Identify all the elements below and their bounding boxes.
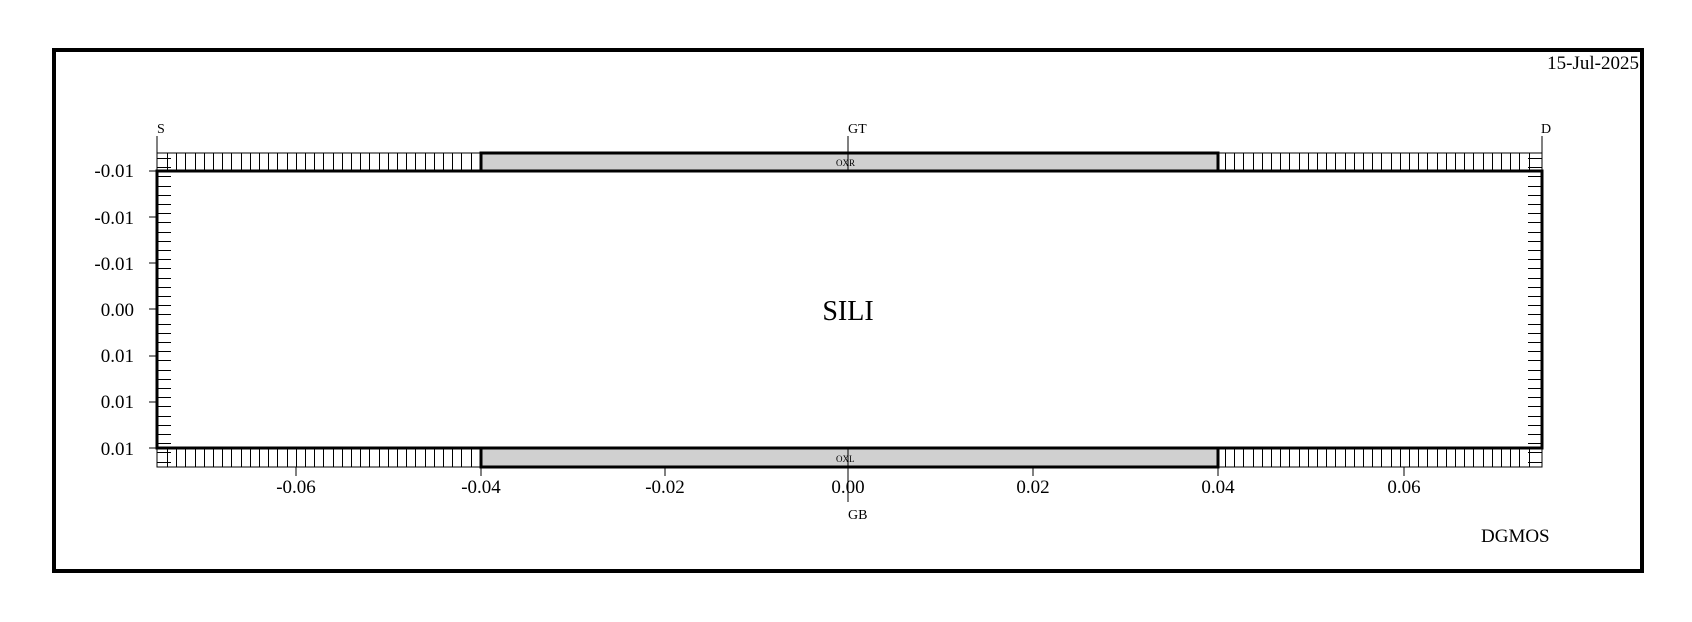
device-name-label: DGMOS bbox=[1481, 526, 1550, 547]
x-tick-label: 0.06 bbox=[1387, 477, 1420, 498]
y-tick-label: -0.01 bbox=[94, 208, 134, 229]
device-outline bbox=[156, 152, 1543, 468]
date-label: 15-Jul-2025 bbox=[1547, 53, 1639, 74]
drain-label: D bbox=[1541, 122, 1551, 137]
y-tick-label: 0.01 bbox=[101, 392, 134, 413]
y-tick-label: 0.00 bbox=[101, 300, 134, 321]
figure-frame bbox=[52, 48, 1644, 573]
y-tick-label: -0.01 bbox=[94, 254, 134, 275]
region-label: SILI bbox=[822, 296, 873, 327]
x-tick-label: -0.02 bbox=[645, 477, 685, 498]
x-axis-tick-labels: -0.06 -0.04 -0.02 0.00 0.02 0.04 0.06 bbox=[276, 477, 1420, 498]
y-axis-tick-labels: -0.01 -0.01 -0.01 0.00 0.01 0.01 0.01 bbox=[94, 161, 134, 460]
x-tick-label: 0.04 bbox=[1201, 477, 1235, 498]
y-tick-label: 0.01 bbox=[101, 346, 134, 367]
x-tick-label: -0.06 bbox=[276, 477, 316, 498]
oxide-bottom-label: OXL bbox=[836, 454, 855, 464]
x-tick-label: 0.02 bbox=[1016, 477, 1049, 498]
y-tick-label: 0.01 bbox=[101, 439, 134, 460]
source-label: S bbox=[157, 122, 165, 137]
y-tick-label: -0.01 bbox=[94, 161, 134, 182]
gate-bottom-label: GB bbox=[848, 508, 867, 523]
x-tick-label: 0.00 bbox=[831, 477, 864, 498]
oxide-top-label: OXR bbox=[836, 158, 855, 168]
x-tick-label: -0.04 bbox=[461, 477, 501, 498]
gate-top-label: GT bbox=[848, 122, 867, 137]
